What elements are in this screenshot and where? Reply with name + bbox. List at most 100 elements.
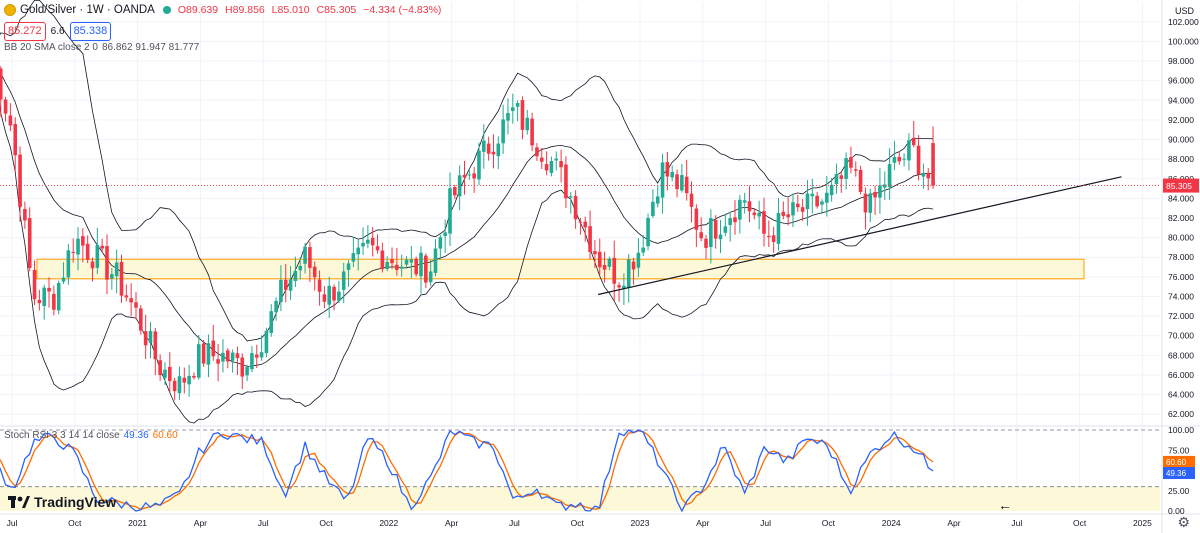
candle-body xyxy=(506,112,510,121)
y-tick-label: 80.000 xyxy=(1168,233,1194,243)
bid-button[interactable]: 85.272 xyxy=(4,22,46,41)
market-status-icon xyxy=(162,6,171,14)
candle-body xyxy=(443,232,447,236)
candle-body xyxy=(245,367,249,376)
candle-body xyxy=(390,259,394,264)
candle-body xyxy=(221,352,225,362)
x-tick-label: Apr xyxy=(445,518,458,528)
candle-body xyxy=(839,175,844,179)
ask-button[interactable]: 85.338 xyxy=(69,22,112,41)
bb-legend[interactable]: BB 20 SMA close 2 0 86.862 91.947 81.777 xyxy=(4,42,199,53)
candle-body xyxy=(554,158,559,161)
candle-body xyxy=(800,207,805,212)
x-tick-label: Jul xyxy=(7,518,18,528)
currency-label[interactable]: USD xyxy=(1174,6,1194,16)
candle-body xyxy=(259,352,264,358)
candle-body xyxy=(583,221,588,228)
candle-body xyxy=(380,250,385,270)
candle-body xyxy=(902,158,906,160)
candles xyxy=(0,66,935,401)
candle-body xyxy=(177,376,182,394)
candle-body xyxy=(868,193,873,213)
candle-body xyxy=(520,100,525,130)
bb-label: BB 20 SMA close 2 0 xyxy=(4,42,98,53)
candle-body xyxy=(18,154,22,208)
tradingview-logo[interactable]: TradingView xyxy=(8,494,116,510)
candle-body xyxy=(820,201,824,205)
candle-body xyxy=(13,124,18,156)
ohlc-values: O89.639 H89.856 L85.010 C85.305 −4.334 (… xyxy=(178,4,442,16)
candle-body xyxy=(361,242,365,247)
candle-body xyxy=(660,162,665,198)
candle-body xyxy=(283,279,288,290)
x-tick-label: Apr xyxy=(696,518,709,528)
bb-basis-line xyxy=(0,69,934,367)
candle-body xyxy=(327,285,332,305)
candle-body xyxy=(332,286,336,301)
x-tick-label: Jul xyxy=(1011,518,1022,528)
candle-body xyxy=(593,251,597,255)
candle-body xyxy=(303,246,307,264)
candle-body xyxy=(337,291,341,301)
rsi-value-tag-label: 60.60 xyxy=(1166,458,1187,467)
candle-body xyxy=(655,196,660,204)
candle-body xyxy=(472,173,476,179)
y-tick-label: 72.000 xyxy=(1168,311,1194,321)
candle-body xyxy=(240,357,245,377)
candle-body xyxy=(549,160,554,173)
candle-body xyxy=(225,350,230,362)
scroll-to-realtime-arrow-icon[interactable]: ← xyxy=(998,497,1012,513)
symbol-title[interactable]: Gold/Silver · 1W · OANDA xyxy=(20,4,155,16)
candle-body xyxy=(665,162,670,177)
y-tick-label: 96.000 xyxy=(1168,76,1194,86)
x-tick-label: Jul xyxy=(509,518,520,528)
candle-body xyxy=(718,234,723,240)
candle-body xyxy=(564,164,568,199)
gear-icon[interactable]: ⚙ xyxy=(1177,514,1190,530)
rsi-legend[interactable]: Stoch RSI 3 3 14 14 close 49.36 60.60 xyxy=(4,430,178,441)
candle-body xyxy=(602,265,607,270)
candle-body xyxy=(858,169,863,192)
x-tick-label: Jul xyxy=(258,518,269,528)
candle-body xyxy=(279,279,283,303)
candle-body xyxy=(771,235,776,242)
x-tick-label: Oct xyxy=(822,518,836,528)
y-tick-label: 66.000 xyxy=(1168,370,1194,380)
trendline[interactable] xyxy=(598,176,1122,296)
candle-body xyxy=(704,238,708,248)
candle-body xyxy=(535,147,539,157)
candle-body xyxy=(414,258,418,275)
candle-body xyxy=(776,213,781,244)
candle-body xyxy=(834,174,839,185)
candle-body xyxy=(114,262,119,277)
support-zone-rect[interactable] xyxy=(36,258,1085,280)
y-tick-label: 82.000 xyxy=(1168,213,1194,223)
change-value: −4.334 (−4.83%) xyxy=(363,4,442,16)
candle-body xyxy=(298,265,303,271)
x-tick-label: 2021 xyxy=(128,518,147,528)
candle-body xyxy=(216,359,220,364)
candle-body xyxy=(723,226,728,233)
candle-body xyxy=(863,193,868,213)
low-value: L85.010 xyxy=(271,4,310,16)
rsi-tick-label: 75.00 xyxy=(1168,445,1190,455)
candle-body xyxy=(404,259,409,265)
candle-body xyxy=(105,246,109,280)
candle-body xyxy=(767,235,771,238)
candle-body xyxy=(573,196,578,220)
support-zone xyxy=(36,258,1085,280)
candle-body xyxy=(757,212,761,217)
candle-body xyxy=(510,107,515,111)
candle-body xyxy=(786,214,790,218)
candle-body xyxy=(163,369,167,378)
candle-body xyxy=(168,366,172,382)
candle-body xyxy=(849,157,853,168)
candle-body xyxy=(90,261,95,269)
candle-body xyxy=(689,193,694,207)
candle-body xyxy=(796,203,800,208)
support-trendline[interactable] xyxy=(598,176,1122,296)
candle-body xyxy=(911,137,916,146)
candle-body xyxy=(211,340,216,357)
